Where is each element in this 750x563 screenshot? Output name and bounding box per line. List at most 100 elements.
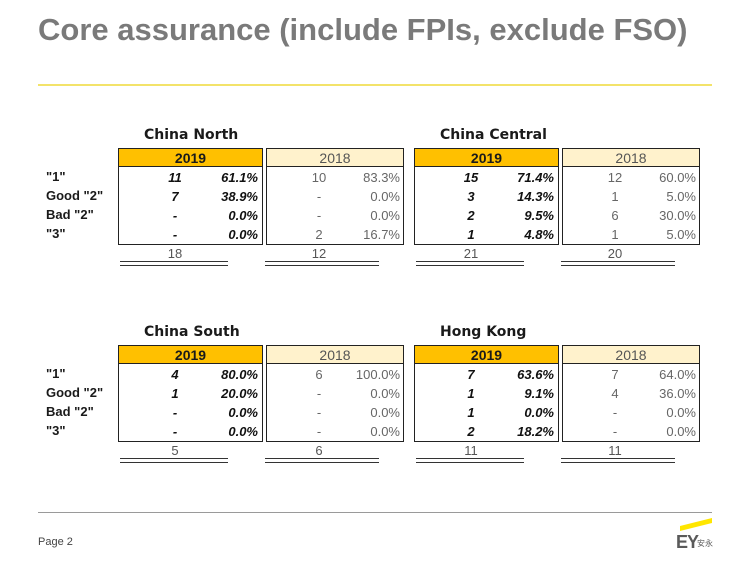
prior-pct-cell: 16.7% [363,227,400,242]
prior-count-cell: 1 [611,189,619,204]
current-pct-cell: 18.2% [517,424,554,439]
current-count-cell: 1 [467,386,475,401]
prior-pct-cell: 60.0% [659,170,696,185]
current-count-cell: 1 [467,227,475,242]
current-pct-cell: 20.0% [221,386,258,401]
prior-count-cell: 7 [611,367,619,382]
prior-pct-cell: 0.0% [370,386,400,401]
prior-count-cell: 12 [607,170,623,185]
current-year-box [118,167,263,245]
prior-count-cell: - [316,424,322,439]
total-double-rule [561,261,675,266]
prior-pct-cell: 0.0% [370,424,400,439]
current-year-box [118,364,263,442]
logo-text: EY [676,532,699,552]
current-pct-cell: 61.1% [221,170,258,185]
total-current: 11 [464,443,478,458]
prior-count-cell: 1 [611,227,619,242]
title-divider [38,84,712,86]
prior-count-cell: - [316,189,322,204]
logo-cn-text: 安永 [697,539,713,548]
logo-beam-icon [680,518,712,531]
current-pct-cell: 71.4% [517,170,554,185]
prior-pct-cell: 0.0% [666,405,696,420]
prior-year-box [266,167,404,245]
total-prior: 12 [311,246,327,261]
total-current: 21 [463,246,479,261]
year-header-prior: 2018 [266,148,404,167]
current-count-cell: - [172,208,178,223]
current-count-cell: 1 [467,405,475,420]
total-double-rule [120,261,228,266]
prior-pct-cell: 83.3% [363,170,400,185]
total-prior: 6 [315,443,323,458]
prior-count-cell: 6 [315,367,323,382]
current-pct-cell: 0.0% [228,405,258,420]
current-count-cell: 3 [467,189,475,204]
year-header-current: 2019 [414,345,559,364]
prior-pct-cell: 0.0% [666,424,696,439]
region-name: China South [144,324,240,340]
row-label-good-2: Good "2" [46,385,104,400]
prior-year-box [562,364,700,442]
total-double-rule [265,261,379,266]
prior-count-cell: - [316,208,322,223]
total-double-rule [561,458,675,463]
total-double-rule [416,261,524,266]
total-double-rule [265,458,379,463]
prior-count-cell: - [612,424,618,439]
total-double-rule [120,458,228,463]
prior-pct-cell: 36.0% [659,386,696,401]
region-name: China Central [440,127,547,143]
current-count-cell: 15 [463,170,479,185]
current-pct-cell: 63.6% [517,367,554,382]
row-label-good-2: Good "2" [46,188,104,203]
current-count-cell: 1 [171,386,179,401]
prior-year-box [266,364,404,442]
row-label-bad-2: Bad "2" [46,207,94,222]
current-pct-cell: 9.5% [524,208,554,223]
current-year-box [414,364,559,442]
current-count-cell: 2 [467,208,475,223]
prior-count-cell: 2 [315,227,323,242]
total-current: 18 [167,246,183,261]
current-year-box [414,167,559,245]
year-header-current: 2019 [414,148,559,167]
page-title: Core assurance (include FPIs, exclude FS… [38,12,688,47]
prior-pct-cell: 0.0% [370,405,400,420]
year-header-current: 2019 [118,148,263,167]
prior-count-cell: - [612,405,618,420]
prior-year-box [562,167,700,245]
current-count-cell: - [172,227,178,242]
total-prior: 11 [608,443,622,458]
current-pct-cell: 0.0% [228,227,258,242]
prior-pct-cell: 5.0% [666,227,696,242]
current-pct-cell: 0.0% [228,208,258,223]
prior-pct-cell: 0.0% [370,208,400,223]
prior-pct-cell: 0.0% [370,189,400,204]
prior-pct-cell: 30.0% [659,208,696,223]
current-pct-cell: 9.1% [524,386,554,401]
current-count-cell: 2 [467,424,475,439]
current-pct-cell: 4.8% [524,227,554,242]
current-pct-cell: 38.9% [221,189,258,204]
row-label-3: "3" [46,226,66,241]
ey-logo: EY 安永 [676,516,718,556]
year-header-prior: 2018 [266,345,404,364]
current-count-cell: - [172,405,178,420]
current-pct-cell: 80.0% [221,367,258,382]
prior-count-cell: - [316,386,322,401]
prior-pct-cell: 5.0% [666,189,696,204]
total-prior: 20 [607,246,623,261]
year-header-current: 2019 [118,345,263,364]
current-count-cell: 7 [467,367,475,382]
footer-divider [38,512,712,513]
prior-count-cell: 6 [611,208,619,223]
current-count-cell: 7 [171,189,179,204]
year-header-prior: 2018 [562,148,700,167]
total-current: 5 [171,443,179,458]
row-label-bad-2: Bad "2" [46,404,94,419]
row-label-3: "3" [46,423,66,438]
region-name: China North [144,127,239,143]
row-label-1: "1" [46,366,66,381]
